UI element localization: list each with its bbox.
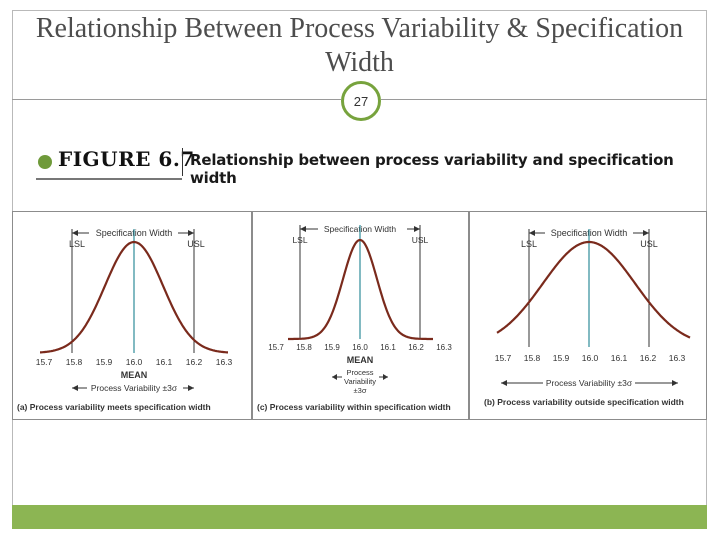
slide-title: Relationship Between Process Variability… <box>35 13 684 78</box>
tick-label: 15.8 <box>296 343 312 352</box>
tick-label: 16.2 <box>186 357 203 367</box>
distribution-curve <box>40 240 228 354</box>
spec-arrowhead-right-icon <box>643 230 649 236</box>
title-divider-right <box>381 99 707 100</box>
tick-label: 15.7 <box>268 343 284 352</box>
variability-label: Process Variability ±3σ <box>91 383 178 393</box>
tick-label: 16.2 <box>640 353 657 363</box>
panel-c-diagram: Specification Width LSL USL 15.7 15.8 15… <box>257 224 452 412</box>
usl-label: USL <box>187 239 205 249</box>
panel-caption: (c) Process variability within specifica… <box>257 402 451 412</box>
panel-b: Specification Width LSL USL 15.7 15.8 15… <box>469 211 707 420</box>
mean-label: MEAN <box>121 370 148 380</box>
panel-caption: (b) Process variability outside specific… <box>484 397 684 407</box>
distribution-curve <box>496 240 691 339</box>
figure-separator <box>182 148 183 176</box>
tick-label: 16.3 <box>216 357 233 367</box>
variability-arrowhead-right-icon <box>672 380 678 386</box>
spec-arrowhead-right-icon <box>414 226 420 232</box>
tick-label: 16.1 <box>611 353 628 363</box>
page-number-badge: 27 <box>341 81 381 121</box>
panel-caption: (a) Process variability meets specificat… <box>17 402 211 412</box>
tick-label: 15.9 <box>96 357 113 367</box>
title-divider-left <box>12 99 341 100</box>
variability-arrowhead-left-icon <box>501 380 507 386</box>
variability-label-line: Process <box>346 368 373 377</box>
tick-label: 16.0 <box>126 357 143 367</box>
footer-accent-bar <box>12 505 707 529</box>
variability-arrowhead-right-icon <box>188 385 194 391</box>
panel-a: Specification Width LSL USL 15.7 15.8 15… <box>12 211 252 420</box>
variability-label-line: Variability <box>344 377 376 386</box>
lsl-label: LSL <box>69 239 85 249</box>
tick-label: 16.0 <box>352 343 368 352</box>
variability-arrowhead-right-icon <box>383 374 388 380</box>
tick-label: 15.9 <box>324 343 340 352</box>
figure-header: FIGURE 6.7 Relationship between process … <box>36 146 688 187</box>
tick-label: 15.7 <box>36 357 53 367</box>
tick-label: 16.3 <box>669 353 686 363</box>
tick-label: 16.1 <box>156 357 173 367</box>
tick-label: 16.3 <box>436 343 452 352</box>
figure-caption: Relationship between process variability… <box>190 151 674 187</box>
variability-arrowhead-left-icon <box>72 385 78 391</box>
variability-label-line: ±3σ <box>354 386 367 395</box>
tick-label: 16.1 <box>380 343 396 352</box>
panel-b-diagram: Specification Width LSL USL 15.7 15.8 15… <box>484 228 691 407</box>
tick-label: 15.9 <box>553 353 570 363</box>
tick-label: 15.8 <box>66 357 83 367</box>
figure-bullet-icon <box>38 155 52 169</box>
spec-arrowhead-left-icon <box>529 230 535 236</box>
spec-arrowhead-left-icon <box>72 230 78 236</box>
spec-arrowhead-right-icon <box>188 230 194 236</box>
mean-label: MEAN <box>347 355 374 365</box>
distribution-curve <box>288 238 433 341</box>
variability-arrowhead-left-icon <box>332 374 337 380</box>
figure-label: FIGURE 6.7 <box>58 147 195 171</box>
figure-panels: Specification Width LSL USL 15.7 15.8 15… <box>12 211 707 420</box>
tick-label: 16.2 <box>408 343 424 352</box>
panel-c: Specification Width LSL USL 15.7 15.8 15… <box>252 211 469 420</box>
tick-label: 15.8 <box>524 353 541 363</box>
figure-underline <box>36 178 182 180</box>
spec-arrowhead-left-icon <box>300 226 306 232</box>
panel-a-diagram: Specification Width LSL USL 15.7 15.8 15… <box>17 228 233 412</box>
tick-label: 16.0 <box>582 353 599 363</box>
tick-label: 15.7 <box>495 353 512 363</box>
variability-label: Process Variability ±3σ <box>546 378 633 388</box>
